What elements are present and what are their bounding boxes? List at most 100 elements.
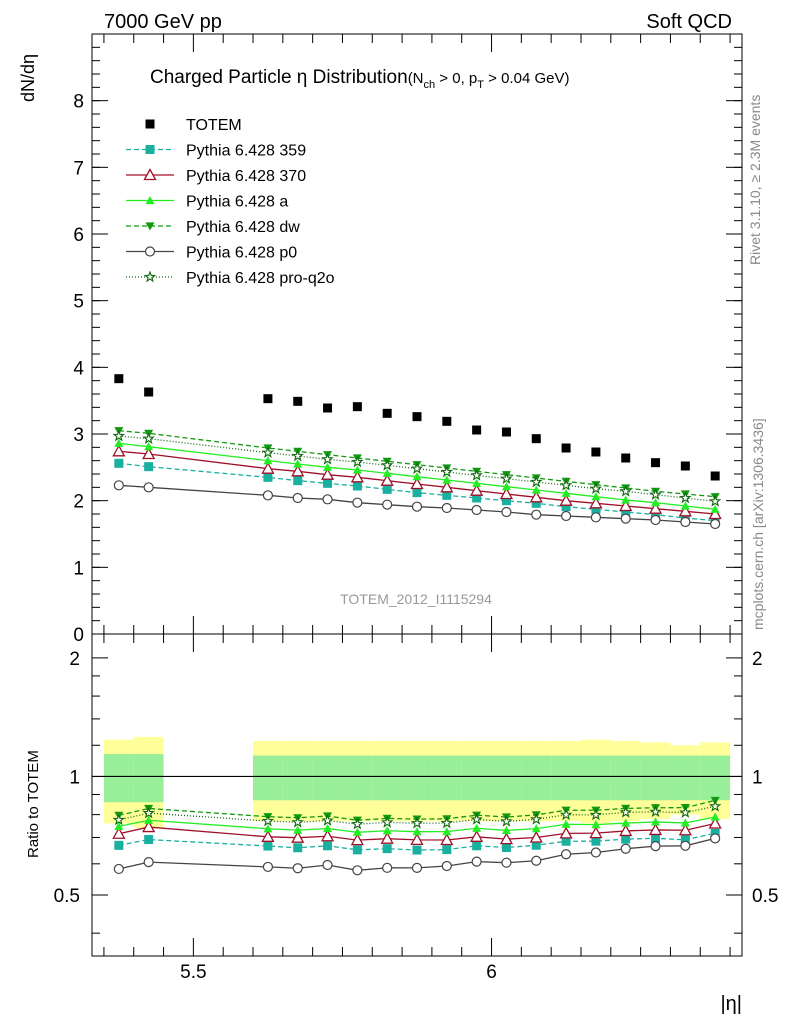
- series-point: [708, 494, 722, 507]
- title-main: Charged Particle η Distribution: [150, 67, 408, 88]
- legend-label: TOTEM: [186, 117, 242, 134]
- series-point: [410, 462, 424, 474]
- ratio-series-point: [440, 833, 454, 846]
- ratio-tick-label-right: 1: [752, 767, 763, 788]
- series-point: [292, 492, 303, 504]
- series-point: [560, 510, 572, 522]
- ratio-band-inner: [461, 755, 492, 801]
- series-line: [118, 442, 716, 510]
- legend-label: Pythia 6.428 359: [186, 143, 306, 160]
- series-point: [261, 446, 275, 458]
- ratio-series-point: [621, 834, 631, 844]
- series-point: [263, 456, 273, 465]
- ratio-series-point: [143, 856, 154, 868]
- y-tick-label: 5: [73, 292, 84, 313]
- legend-label: Pythia 6.428 pro-q2o: [186, 270, 335, 287]
- ratio-band-inner: [610, 755, 641, 801]
- series-point: [501, 506, 512, 518]
- ratio-series-point: [470, 812, 483, 825]
- ratio-series-point: [560, 849, 572, 860]
- legend: TOTEM Pythia 6.428 359 Pythia 6.428 370 Pyt…: [126, 117, 335, 287]
- ratio-series-point: [142, 820, 156, 833]
- series-point: [710, 518, 721, 530]
- ratio-series-point: [380, 815, 394, 828]
- ratio-series-point: [710, 828, 720, 838]
- series-point: [500, 472, 513, 484]
- series-point: [142, 432, 155, 444]
- ratio-series-point: [531, 840, 541, 850]
- data-point: [382, 408, 392, 418]
- data-point: [710, 471, 720, 481]
- ratio-series-point: [411, 862, 423, 873]
- ratio-series-point: [710, 833, 721, 844]
- ratio-tick-label-left: 1: [69, 767, 80, 788]
- series-point: [263, 472, 273, 482]
- legend-item: Pythia 6.428 359: [126, 143, 306, 160]
- ratio-series-point: [262, 861, 274, 873]
- series-line: [118, 462, 716, 522]
- ratio-series-point: [680, 840, 691, 851]
- legend-marker: [145, 196, 155, 205]
- data-point: [263, 394, 273, 404]
- svg-text:Charged Particle η Distributio: Charged Particle η Distribution(Nch > 0,…: [150, 67, 569, 91]
- y-tick-label: 4: [73, 358, 84, 379]
- legend-label: Pythia 6.428 370: [186, 168, 306, 185]
- series-point: [382, 484, 392, 494]
- ratio-series-point: [621, 818, 631, 827]
- data-point: [531, 434, 541, 444]
- ratio-series-point: [323, 824, 333, 833]
- series-point: [620, 513, 631, 524]
- chart-title: Charged Particle η Distribution(Nch > 0,…: [150, 67, 569, 91]
- series-point: [471, 504, 482, 516]
- ratio-series-point: [352, 827, 362, 836]
- data-point: [442, 416, 452, 426]
- ratio-band-inner: [133, 754, 164, 803]
- legend-item: TOTEM: [145, 117, 242, 134]
- ratio-tick-label-right: 0.5: [752, 886, 778, 907]
- data-point: [144, 387, 154, 397]
- ratio-series-point: [382, 826, 392, 835]
- x-tick-label: 6: [486, 962, 497, 983]
- legend-item: Pythia 6.428 dw: [126, 219, 300, 236]
- legend-item: Pythia 6.428 pro-q2o: [126, 270, 335, 287]
- ratio-series-point: [263, 824, 273, 833]
- ratio-series-point: [680, 818, 690, 827]
- ratio-tick-label-left: 0.5: [54, 886, 80, 907]
- series-point: [440, 465, 454, 478]
- ratio-series-point: [412, 827, 422, 836]
- y-tick-label: 0: [73, 625, 84, 646]
- series-point: [619, 484, 632, 497]
- rivet-label: Rivet 3.1.10, ≥ 2.3M events: [747, 95, 763, 265]
- ratio-band-inner: [521, 755, 552, 801]
- ratio-series-line: [118, 805, 716, 825]
- series-point: [680, 501, 690, 510]
- ratio-series-point: [651, 833, 661, 843]
- series-point: [531, 509, 542, 520]
- ratio-band-inner: [342, 755, 373, 801]
- series-point: [262, 490, 274, 501]
- ratio-series-point: [114, 840, 124, 850]
- ratio-series-point: [531, 824, 541, 833]
- ratio-series-point: [472, 841, 482, 851]
- series-point: [412, 472, 422, 481]
- series-point: [440, 480, 454, 493]
- data-point: [352, 402, 362, 412]
- series-point: [380, 458, 394, 471]
- series-point: [679, 491, 692, 504]
- y-tick-label: 1: [73, 558, 84, 579]
- series-point: [323, 478, 333, 488]
- series-line: [118, 430, 716, 498]
- ratio-plot: 5.5 6 0.5 0.5 1 1 2 2: [54, 34, 778, 983]
- ratio-series-point: [710, 812, 720, 821]
- series-point: [441, 502, 452, 514]
- main-plot: 0 1 2 3 4 5 6 7 8: [73, 33, 742, 646]
- series-point: [531, 485, 541, 494]
- series-point: [648, 501, 663, 514]
- series-point: [529, 490, 543, 503]
- series-point: [470, 468, 483, 481]
- ratio-series-point: [531, 855, 542, 866]
- ratio-band-inner: [402, 755, 432, 801]
- ratio-plot-frame: [91, 633, 743, 957]
- series-point: [411, 501, 423, 512]
